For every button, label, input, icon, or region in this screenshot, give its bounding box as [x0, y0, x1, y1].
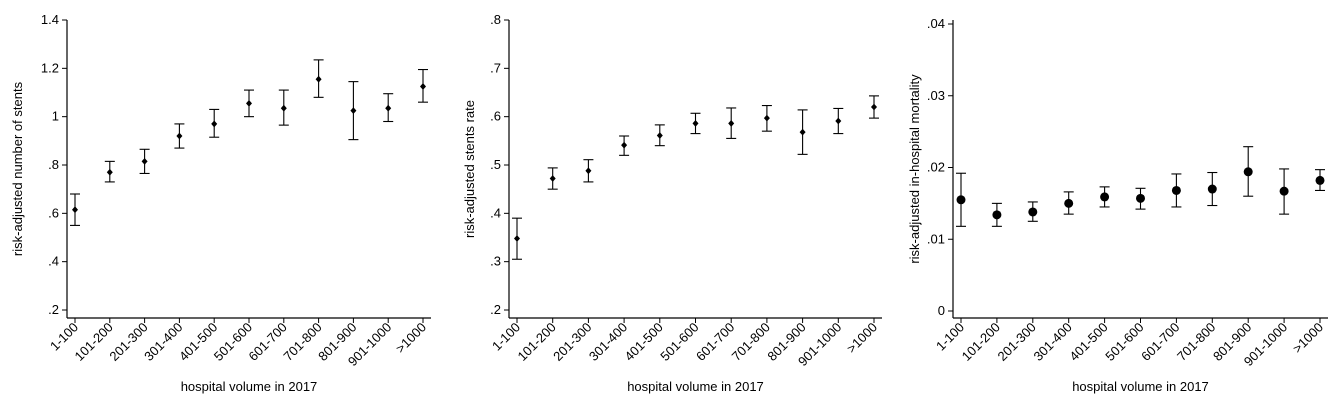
data-point: [1171, 185, 1181, 195]
y-tick-label: 1.4: [41, 12, 59, 27]
x-axis-title: hospital volume in 2017: [181, 379, 318, 394]
x-tick-label: 401-500: [622, 320, 666, 364]
data-point: [692, 120, 699, 127]
data-point: [141, 157, 148, 165]
x-tick-label: >1000: [393, 320, 429, 356]
data-point: [621, 141, 628, 149]
y-tick-label: .2: [48, 302, 59, 317]
x-axis-title: hospital volume in 2017: [627, 379, 764, 394]
x-tick-label: >1000: [844, 320, 880, 356]
y-tick-label: .5: [490, 157, 501, 172]
data-point: [1100, 192, 1110, 202]
data-point: [385, 104, 392, 112]
data-point: [211, 120, 218, 128]
data-point: [1028, 207, 1038, 217]
data-point: [871, 103, 877, 111]
data-point: [549, 175, 556, 182]
data-point: [1207, 184, 1217, 194]
x-tick-label: 501-600: [657, 320, 701, 364]
y-tick-label: .8: [490, 12, 501, 27]
y-tick-label: .8: [48, 157, 59, 172]
data-point: [106, 168, 113, 176]
x-tick-label: 101-200: [514, 320, 558, 364]
data-point: [799, 128, 806, 136]
x-tick-label: 301-400: [586, 320, 630, 364]
chart-panel-2: .2.3.4.5.6.7.81-100101-200201-300301-400…: [462, 12, 882, 394]
data-point: [956, 195, 966, 205]
x-tick-label: 201-300: [550, 320, 594, 364]
y-tick-label: .4: [490, 205, 501, 220]
data-point: [1315, 175, 1325, 185]
y-axis-title: risk-adjusted in-hospital mortality: [907, 74, 922, 264]
chart-panel-1: .2.4.6.811.21.41-100101-200201-300301-40…: [10, 12, 431, 394]
data-point: [835, 117, 842, 125]
y-tick-label: .6: [48, 205, 59, 220]
data-point: [514, 235, 520, 242]
x-tick-label: 1-100: [933, 320, 967, 354]
y-tick-label: 1.2: [41, 60, 59, 75]
x-tick-label: 501-600: [1102, 320, 1146, 364]
x-tick-label: 201-300: [995, 320, 1039, 364]
data-point: [246, 99, 252, 107]
data-point: [72, 206, 78, 214]
data-point: [992, 210, 1002, 220]
data-point: [420, 83, 426, 90]
data-point: [176, 132, 183, 140]
data-point: [280, 104, 287, 112]
x-axis-title: hospital volume in 2017: [1072, 379, 1209, 394]
y-tick-label: .7: [490, 60, 501, 75]
data-point: [656, 132, 663, 139]
x-tick-label: 401-500: [1066, 320, 1110, 364]
y-tick-label: 0: [938, 303, 945, 318]
chart-panel-3: 0 .01 .02 .03 .04 1-100101-200201-300301-4004…: [907, 16, 1328, 394]
y-tick-label: .6: [490, 109, 501, 124]
data-point: [315, 75, 322, 83]
y-tick-label: .02: [927, 160, 945, 175]
data-point: [350, 107, 357, 115]
x-tick-label: 101-200: [959, 320, 1003, 364]
x-tick-label: 601-700: [1138, 320, 1182, 364]
y-axis-title: risk-adjusted stents rate: [462, 100, 477, 238]
y-axis-title: risk-adjusted number of stents: [10, 81, 25, 256]
data-point: [1136, 193, 1145, 203]
data-point: [763, 114, 770, 122]
data-point: [728, 120, 735, 127]
data-point: [1279, 186, 1289, 196]
x-tick-label: >1000: [1290, 320, 1326, 356]
y-tick-label: .2: [490, 302, 501, 317]
data-point: [585, 167, 592, 175]
x-tick-label: 701-800: [729, 320, 773, 364]
y-tick-label: .04: [927, 16, 945, 31]
x-tick-label: 601-700: [693, 320, 737, 364]
y-tick-label: .03: [927, 88, 945, 103]
y-tick-label: .01: [927, 231, 945, 246]
y-tick-label: .4: [48, 254, 59, 269]
y-tick-label: 1: [52, 109, 59, 124]
x-tick-label: 301-400: [1030, 320, 1074, 364]
data-point: [1243, 167, 1253, 177]
data-point: [1064, 198, 1074, 208]
x-tick-label: 701-800: [1174, 320, 1218, 364]
y-tick-label: .3: [490, 254, 501, 269]
